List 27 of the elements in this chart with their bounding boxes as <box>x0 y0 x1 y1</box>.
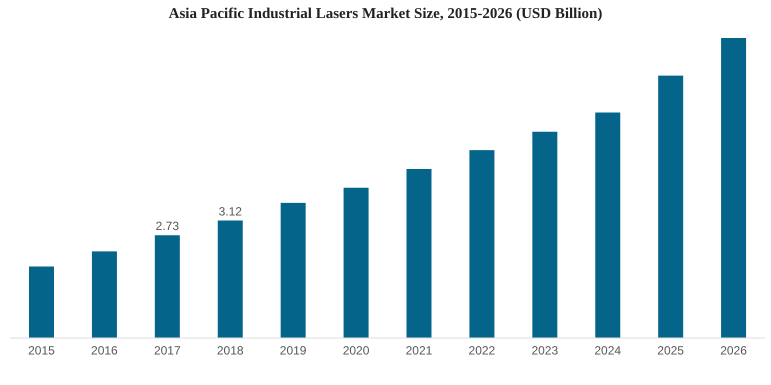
bar <box>658 76 684 338</box>
bar <box>29 266 54 338</box>
bar <box>406 168 432 338</box>
x-tick-label: 2019 <box>280 344 307 358</box>
x-tick-label: 2026 <box>720 344 748 358</box>
bar <box>344 188 369 338</box>
x-tick-label: 2024 <box>594 344 622 358</box>
x-tick-label: 2015 <box>28 344 56 358</box>
x-tick-label: 2016 <box>91 344 118 358</box>
bar <box>595 112 620 338</box>
bar <box>218 220 243 338</box>
x-tick-label: 2021 <box>406 344 433 358</box>
bar <box>92 251 117 338</box>
x-tick-label: 2020 <box>342 344 370 358</box>
x-tick-label: 2022 <box>468 344 496 358</box>
chart-title: Asia Pacific Industrial Lasers Market Size, 2015-2026 (USD Billion) <box>168 6 604 23</box>
x-tick-label: 2018 <box>216 344 244 358</box>
data-label: 3.12 <box>218 204 242 219</box>
bar <box>721 38 746 338</box>
bar <box>280 202 306 338</box>
x-tick-label: 2023 <box>531 344 558 358</box>
data-label: 2.73 <box>156 219 180 234</box>
bar <box>154 235 180 338</box>
bar <box>532 132 558 338</box>
x-tick-label: 2017 <box>154 344 181 358</box>
x-tick-label: 2025 <box>657 344 684 358</box>
bar <box>469 150 494 338</box>
